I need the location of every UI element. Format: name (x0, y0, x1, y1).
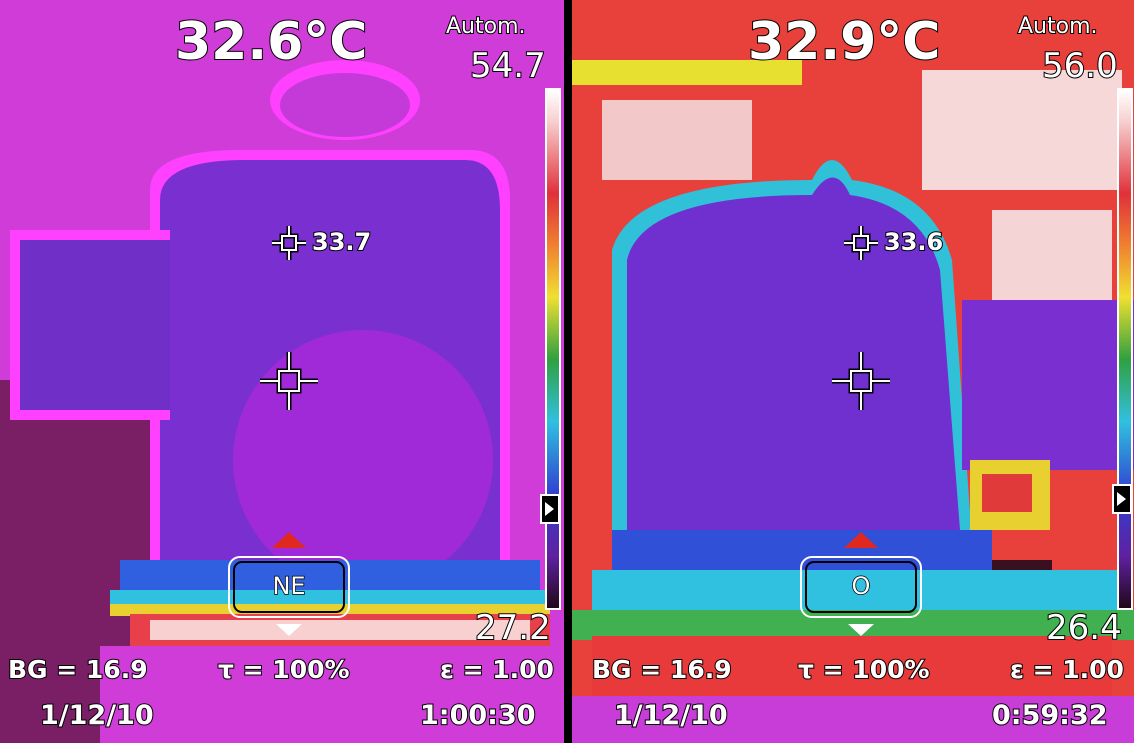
background-temp: BG = 16.9 (7, 654, 149, 685)
center-temperature: 32.9°C (747, 11, 941, 73)
transmission: τ = 100% (797, 654, 931, 685)
range-min-value: 27.2 (474, 607, 552, 649)
arrow-up-icon[interactable] (844, 532, 878, 548)
direction-label: NE (272, 571, 307, 601)
transmission: τ = 100% (217, 654, 351, 685)
panel-divider (564, 0, 572, 743)
background-temp: BG = 16.9 (591, 654, 733, 685)
emissivity: ε = 1.00 (1009, 654, 1125, 685)
range-mode: Autom. (445, 13, 527, 40)
thermal-panel-right: 32.9°C Autom. 56.0 26.4 33.6 O BG = 16.9… (572, 0, 1134, 743)
capture-time: 0:59:32 (991, 699, 1109, 732)
spot-temperature: 33.7 (311, 227, 372, 257)
range-max-value: 56.0 (1041, 45, 1119, 87)
level-marker-icon (540, 494, 560, 524)
arrow-down-icon[interactable] (276, 624, 302, 636)
direction-label: O (851, 571, 871, 601)
capture-time: 1:00:30 (419, 699, 537, 732)
emissivity: ε = 1.00 (439, 654, 555, 685)
color-scale-bar (545, 88, 561, 610)
capture-date: 1/12/10 (613, 699, 729, 732)
arrow-down-icon[interactable] (848, 624, 874, 636)
crosshair-icon (844, 226, 878, 260)
center-temperature: 32.6°C (174, 11, 368, 73)
range-min-value: 26.4 (1045, 607, 1123, 649)
direction-selector[interactable]: NE (228, 556, 350, 618)
arrow-up-icon[interactable] (272, 532, 306, 548)
range-mode: Autom. (1017, 13, 1099, 40)
range-max-value: 54.7 (469, 45, 547, 87)
direction-selector[interactable]: O (800, 556, 922, 618)
crosshair-icon (272, 226, 306, 260)
level-marker-icon (1112, 484, 1132, 514)
color-scale-bar (1117, 88, 1133, 610)
crosshair-icon (832, 352, 890, 410)
thermal-panel-left: 32.6°C Autom. 54.7 27.2 33.7 NE BG = 16.… (0, 0, 564, 743)
spot-temperature: 33.6 (883, 227, 944, 257)
capture-date: 1/12/10 (39, 699, 155, 732)
crosshair-icon (260, 352, 318, 410)
